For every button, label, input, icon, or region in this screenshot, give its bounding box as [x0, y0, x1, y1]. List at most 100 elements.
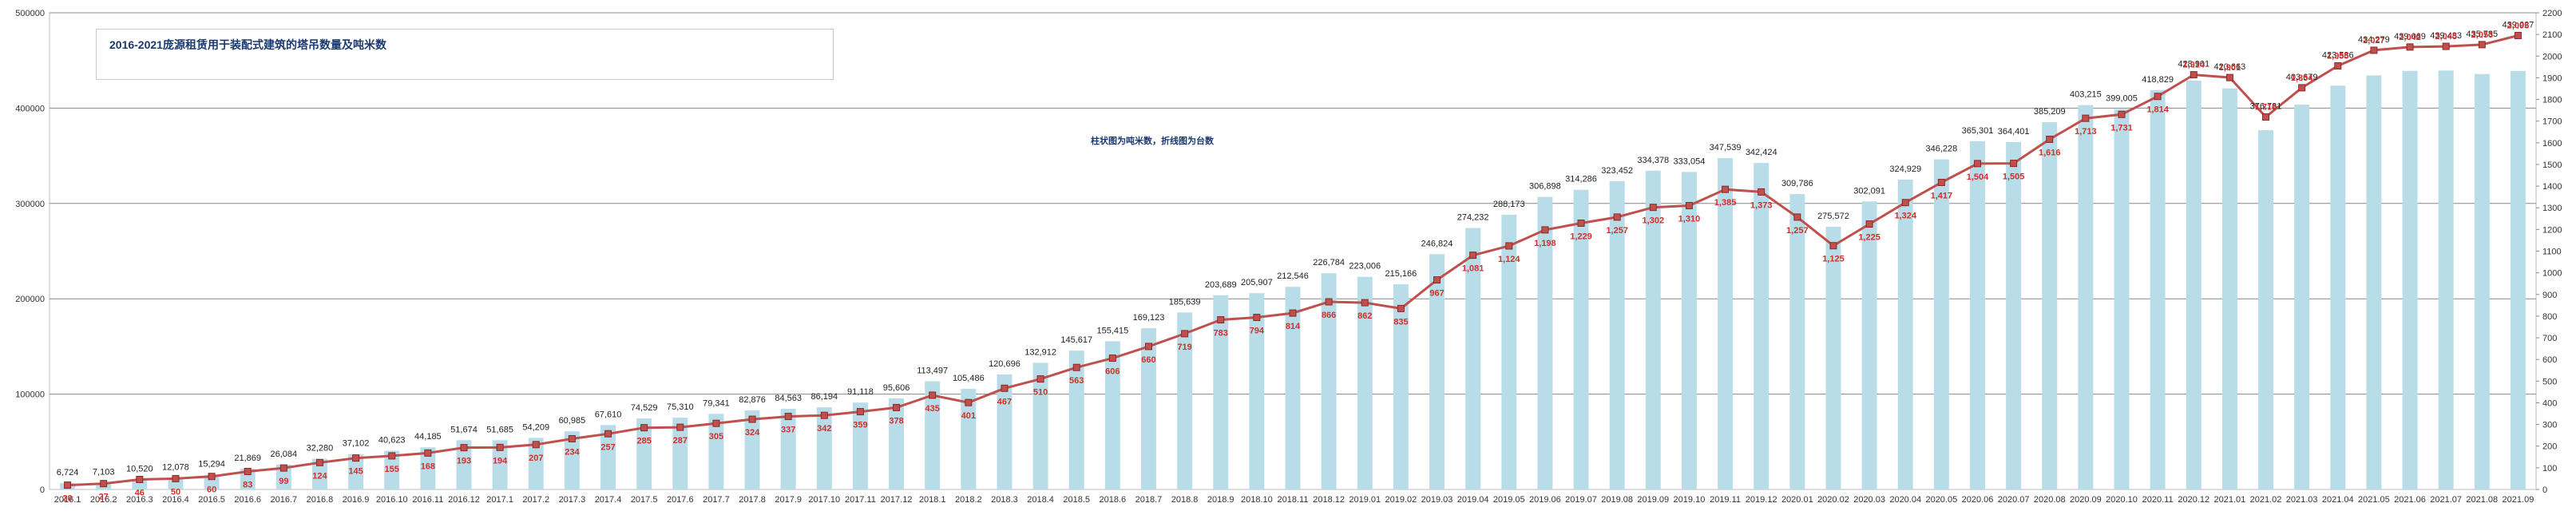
- line-marker: [100, 480, 108, 488]
- line-data-label: 1,373: [1750, 200, 1773, 210]
- right-axis-tick-label: 500: [2542, 377, 2557, 386]
- x-tick-label: 2017.5: [631, 495, 658, 505]
- bar-data-label: 274,232: [1457, 213, 1489, 223]
- line-data-label: 1,324: [1894, 212, 1916, 221]
- x-tick-label: 2021.05: [2358, 495, 2390, 505]
- bar: [2114, 109, 2130, 490]
- line-marker: [1361, 299, 1369, 307]
- bar: [492, 440, 508, 489]
- line-data-label: 168: [421, 462, 435, 471]
- line-data-label: 83: [243, 480, 252, 489]
- bar: [1104, 341, 1120, 489]
- line-marker: [604, 430, 612, 438]
- right-axis-tick-label: 1400: [2542, 182, 2562, 192]
- line-data-label: 46: [135, 489, 145, 498]
- line-data-label: 124: [312, 471, 327, 481]
- line-marker: [893, 403, 901, 411]
- bar: [275, 464, 291, 489]
- line-marker: [2154, 93, 2162, 101]
- bar: [2221, 88, 2237, 489]
- line-marker: [712, 419, 720, 427]
- bar: [1321, 273, 1337, 489]
- bar: [2330, 85, 2346, 489]
- right-axis-tick-label: 2100: [2542, 30, 2562, 40]
- x-tick-label: 2018.8: [1171, 495, 1199, 505]
- line-data-label: 783: [1214, 329, 1228, 339]
- bar: [997, 374, 1013, 489]
- line-marker: [2406, 43, 2414, 51]
- bar: [2474, 73, 2490, 489]
- x-tick-label: 2017.11: [845, 495, 876, 505]
- x-tick-label: 2020.01: [1781, 495, 1813, 505]
- x-tick-label: 2016.6: [234, 495, 261, 505]
- line-marker: [1685, 202, 1693, 210]
- bar-data-label: 54,209: [522, 422, 549, 432]
- bar: [2258, 130, 2273, 490]
- bar-data-label: 223,006: [1349, 262, 1381, 271]
- bar-data-label: 420,663: [2214, 62, 2246, 72]
- bar: [1032, 363, 1048, 489]
- bar-data-label: 324,929: [1889, 164, 1921, 174]
- bar-data-label: 21,869: [234, 454, 261, 463]
- line-data-label: 2,053: [2471, 30, 2494, 40]
- x-tick-label: 2019.11: [1710, 495, 1741, 505]
- bar-data-label: 120,696: [989, 359, 1020, 369]
- x-tick-label: 2019.03: [1421, 495, 1453, 505]
- line-marker: [1829, 242, 1837, 250]
- bar-data-label: 342,424: [1746, 148, 1777, 157]
- line-data-label: 1,302: [1643, 216, 1665, 226]
- line-data-label: 1,081: [1462, 264, 1484, 274]
- x-tick-label: 2020.04: [1889, 495, 1921, 505]
- line-data-label: 1,229: [1570, 232, 1592, 241]
- right-axis-tick-label: 2200: [2542, 9, 2562, 18]
- line-marker: [2370, 46, 2378, 54]
- x-tick-label: 2017.1: [486, 495, 513, 505]
- bar-data-label: 434,279: [2358, 35, 2390, 45]
- line-data-label: 467: [997, 397, 1012, 406]
- bar-data-label: 44,185: [414, 432, 442, 442]
- bar-data-label: 376,781: [2250, 102, 2282, 112]
- x-tick-label: 2016.4: [162, 495, 189, 505]
- line-marker: [640, 424, 648, 432]
- line-data-label: 862: [1357, 311, 1372, 321]
- bar: [2438, 70, 2454, 489]
- line-marker: [1036, 375, 1044, 383]
- x-tick-label: 2016.12: [448, 495, 480, 505]
- x-tick-label: 2020.09: [2070, 495, 2102, 505]
- bar-data-label: 302,091: [1853, 186, 1885, 196]
- line-marker: [784, 413, 792, 421]
- line-data-label: 1,385: [1714, 198, 1737, 208]
- bar-data-label: 309,786: [1781, 179, 1813, 188]
- line-marker: [1577, 219, 1585, 227]
- line-data-label: 2,027: [2363, 36, 2385, 46]
- x-tick-label: 2018.9: [1207, 495, 1234, 505]
- line-marker: [1144, 343, 1152, 351]
- bar-data-label: 288,173: [1493, 200, 1525, 209]
- line-marker: [1181, 330, 1189, 338]
- x-tick-label: 2019.04: [1457, 495, 1489, 505]
- bar: [1825, 226, 1841, 489]
- line-data-label: 719: [1177, 343, 1191, 352]
- line-marker: [1722, 185, 1730, 193]
- line-marker: [1072, 363, 1080, 371]
- line-marker: [136, 476, 144, 484]
- x-tick-label: 2019.07: [1565, 495, 1597, 505]
- line-marker: [2225, 73, 2233, 81]
- line-data-label: 2,095: [2507, 21, 2530, 30]
- bar: [564, 431, 580, 489]
- bar: [2402, 70, 2418, 490]
- line-marker: [1469, 252, 1477, 260]
- x-tick-label: 2018.5: [1063, 495, 1090, 505]
- bar-data-label: 306,898: [1529, 182, 1561, 192]
- right-axis-tick-label: 400: [2542, 398, 2557, 408]
- line-data-label: 2,045: [2435, 32, 2457, 42]
- bar: [2510, 70, 2526, 490]
- x-tick-label: 2017.10: [808, 495, 840, 505]
- line-marker: [2190, 71, 2198, 79]
- bar-data-label: 333,054: [1674, 156, 1706, 166]
- bar: [780, 409, 796, 489]
- bar-data-label: 75,310: [667, 402, 694, 412]
- line-data-label: 401: [961, 411, 976, 421]
